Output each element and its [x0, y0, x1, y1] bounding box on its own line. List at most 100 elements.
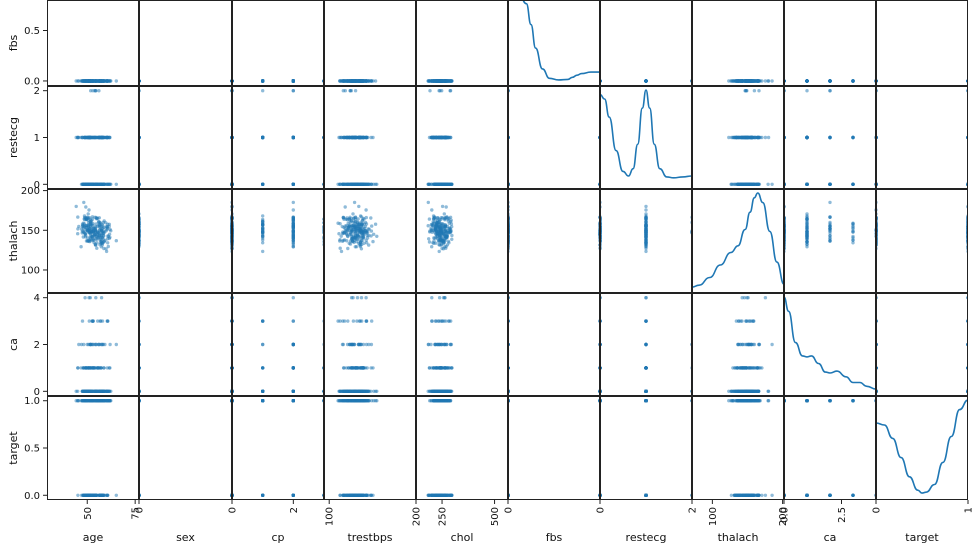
scatter-panel-fbs-vs-restecg — [598, 0, 693, 83]
scatter-point — [292, 225, 295, 228]
scatter-point — [344, 79, 347, 82]
scatter-point — [90, 183, 93, 186]
scatter-point — [357, 79, 360, 82]
scatter-point — [292, 229, 295, 232]
scatter-point — [354, 136, 357, 139]
scatter-point — [76, 136, 79, 139]
scatter-point — [292, 136, 295, 139]
scatter-panel-restecg-vs-ca — [782, 89, 877, 186]
scatter-point — [87, 212, 90, 215]
scatter-point — [358, 136, 361, 139]
scatter-point — [292, 208, 295, 211]
scatter-point — [261, 250, 264, 253]
scatter-point — [261, 183, 264, 186]
scatter-panel-fbs-vs-trestbps — [336, 0, 378, 83]
scatter-point — [441, 183, 444, 186]
scatter-point — [100, 229, 103, 232]
scatter-point — [353, 201, 356, 204]
scatter-point — [354, 89, 357, 92]
scatter-point — [292, 89, 295, 92]
scatter-point — [828, 89, 831, 92]
scatter-point — [105, 250, 108, 253]
scatter-point — [449, 89, 452, 92]
scatter-point — [94, 183, 97, 186]
scatter-point — [350, 79, 353, 82]
scatter-point — [440, 79, 443, 82]
scatter-panel-thalach-vs-trestbps — [336, 201, 378, 253]
scatter-point — [360, 183, 363, 186]
scatter-point — [369, 136, 372, 139]
scatter-point — [374, 79, 377, 82]
scatter-point — [292, 235, 295, 238]
scatter-point — [261, 241, 264, 244]
scatter-panel-thalach-vs-cp — [230, 201, 325, 253]
scatter-panel-restecg-vs-fbs — [506, 89, 601, 186]
scatter-point — [95, 247, 98, 250]
scatter-point — [83, 136, 86, 139]
scatter-point — [805, 136, 808, 139]
scatter-point — [450, 183, 453, 186]
scatter-point — [75, 79, 78, 82]
scatter-point — [82, 201, 85, 204]
scatter-point — [357, 183, 360, 186]
scatter-point — [371, 240, 374, 243]
scatter-point — [106, 241, 109, 244]
scatter-point — [108, 228, 111, 231]
scatter-point — [738, 183, 741, 186]
scatter-panel-fbs-vs-age — [75, 0, 119, 83]
scatter-point — [94, 243, 97, 246]
scatter-point — [83, 224, 86, 227]
scatter-point — [359, 214, 362, 217]
scatter-point — [97, 89, 100, 92]
scatter-point — [84, 205, 87, 208]
scatter-point — [115, 239, 118, 242]
scatter-point — [261, 89, 264, 92]
scatter-point — [447, 136, 450, 139]
scatter-point — [753, 89, 756, 92]
scatter-point — [102, 237, 105, 240]
scatter-point — [261, 79, 264, 82]
scatter-point — [115, 183, 118, 186]
scatter-point — [350, 183, 353, 186]
scatter-point — [805, 79, 808, 82]
scatter-point — [764, 136, 767, 139]
scatter-point — [87, 240, 90, 243]
scatter-point — [734, 79, 737, 82]
scatter-point — [750, 183, 753, 186]
scatter-point — [746, 136, 749, 139]
scatter-point — [91, 89, 94, 92]
scatter-point — [261, 223, 264, 226]
scatter-point — [374, 183, 377, 186]
scatter-point — [357, 205, 360, 208]
scatter-point — [344, 183, 347, 186]
scatter-point — [351, 212, 354, 215]
scatter-point — [105, 136, 108, 139]
scatter-point — [428, 89, 431, 92]
scatter-point — [84, 232, 87, 235]
scatter-point — [99, 136, 102, 139]
scatter-panel-fbs-vs-cp — [230, 0, 325, 83]
scatter-point — [745, 183, 748, 186]
scatter-panel-restecg-vs-sex — [137, 89, 233, 186]
scatter-point — [767, 136, 770, 139]
scatter-point — [292, 222, 295, 225]
scatter-point — [292, 245, 295, 248]
scatter-point — [261, 231, 264, 234]
scatter-point — [828, 79, 831, 82]
scatter-point — [342, 216, 345, 219]
scatter-point — [90, 235, 93, 238]
scatter-point — [445, 183, 448, 186]
scatter-point — [342, 89, 345, 92]
scatter-point — [766, 79, 769, 82]
scatter-point — [98, 222, 101, 225]
scatter-point — [85, 183, 88, 186]
scatter-point — [77, 225, 80, 228]
scatter-point — [440, 136, 443, 139]
scatter-point — [349, 89, 352, 92]
scatter-panel-fbs-vs-ca — [782, 0, 877, 83]
scatter-point — [440, 89, 443, 92]
scatter-panel-restecg-vs-age — [75, 89, 119, 186]
scatter-point — [744, 89, 747, 92]
scatter-point — [369, 216, 372, 219]
